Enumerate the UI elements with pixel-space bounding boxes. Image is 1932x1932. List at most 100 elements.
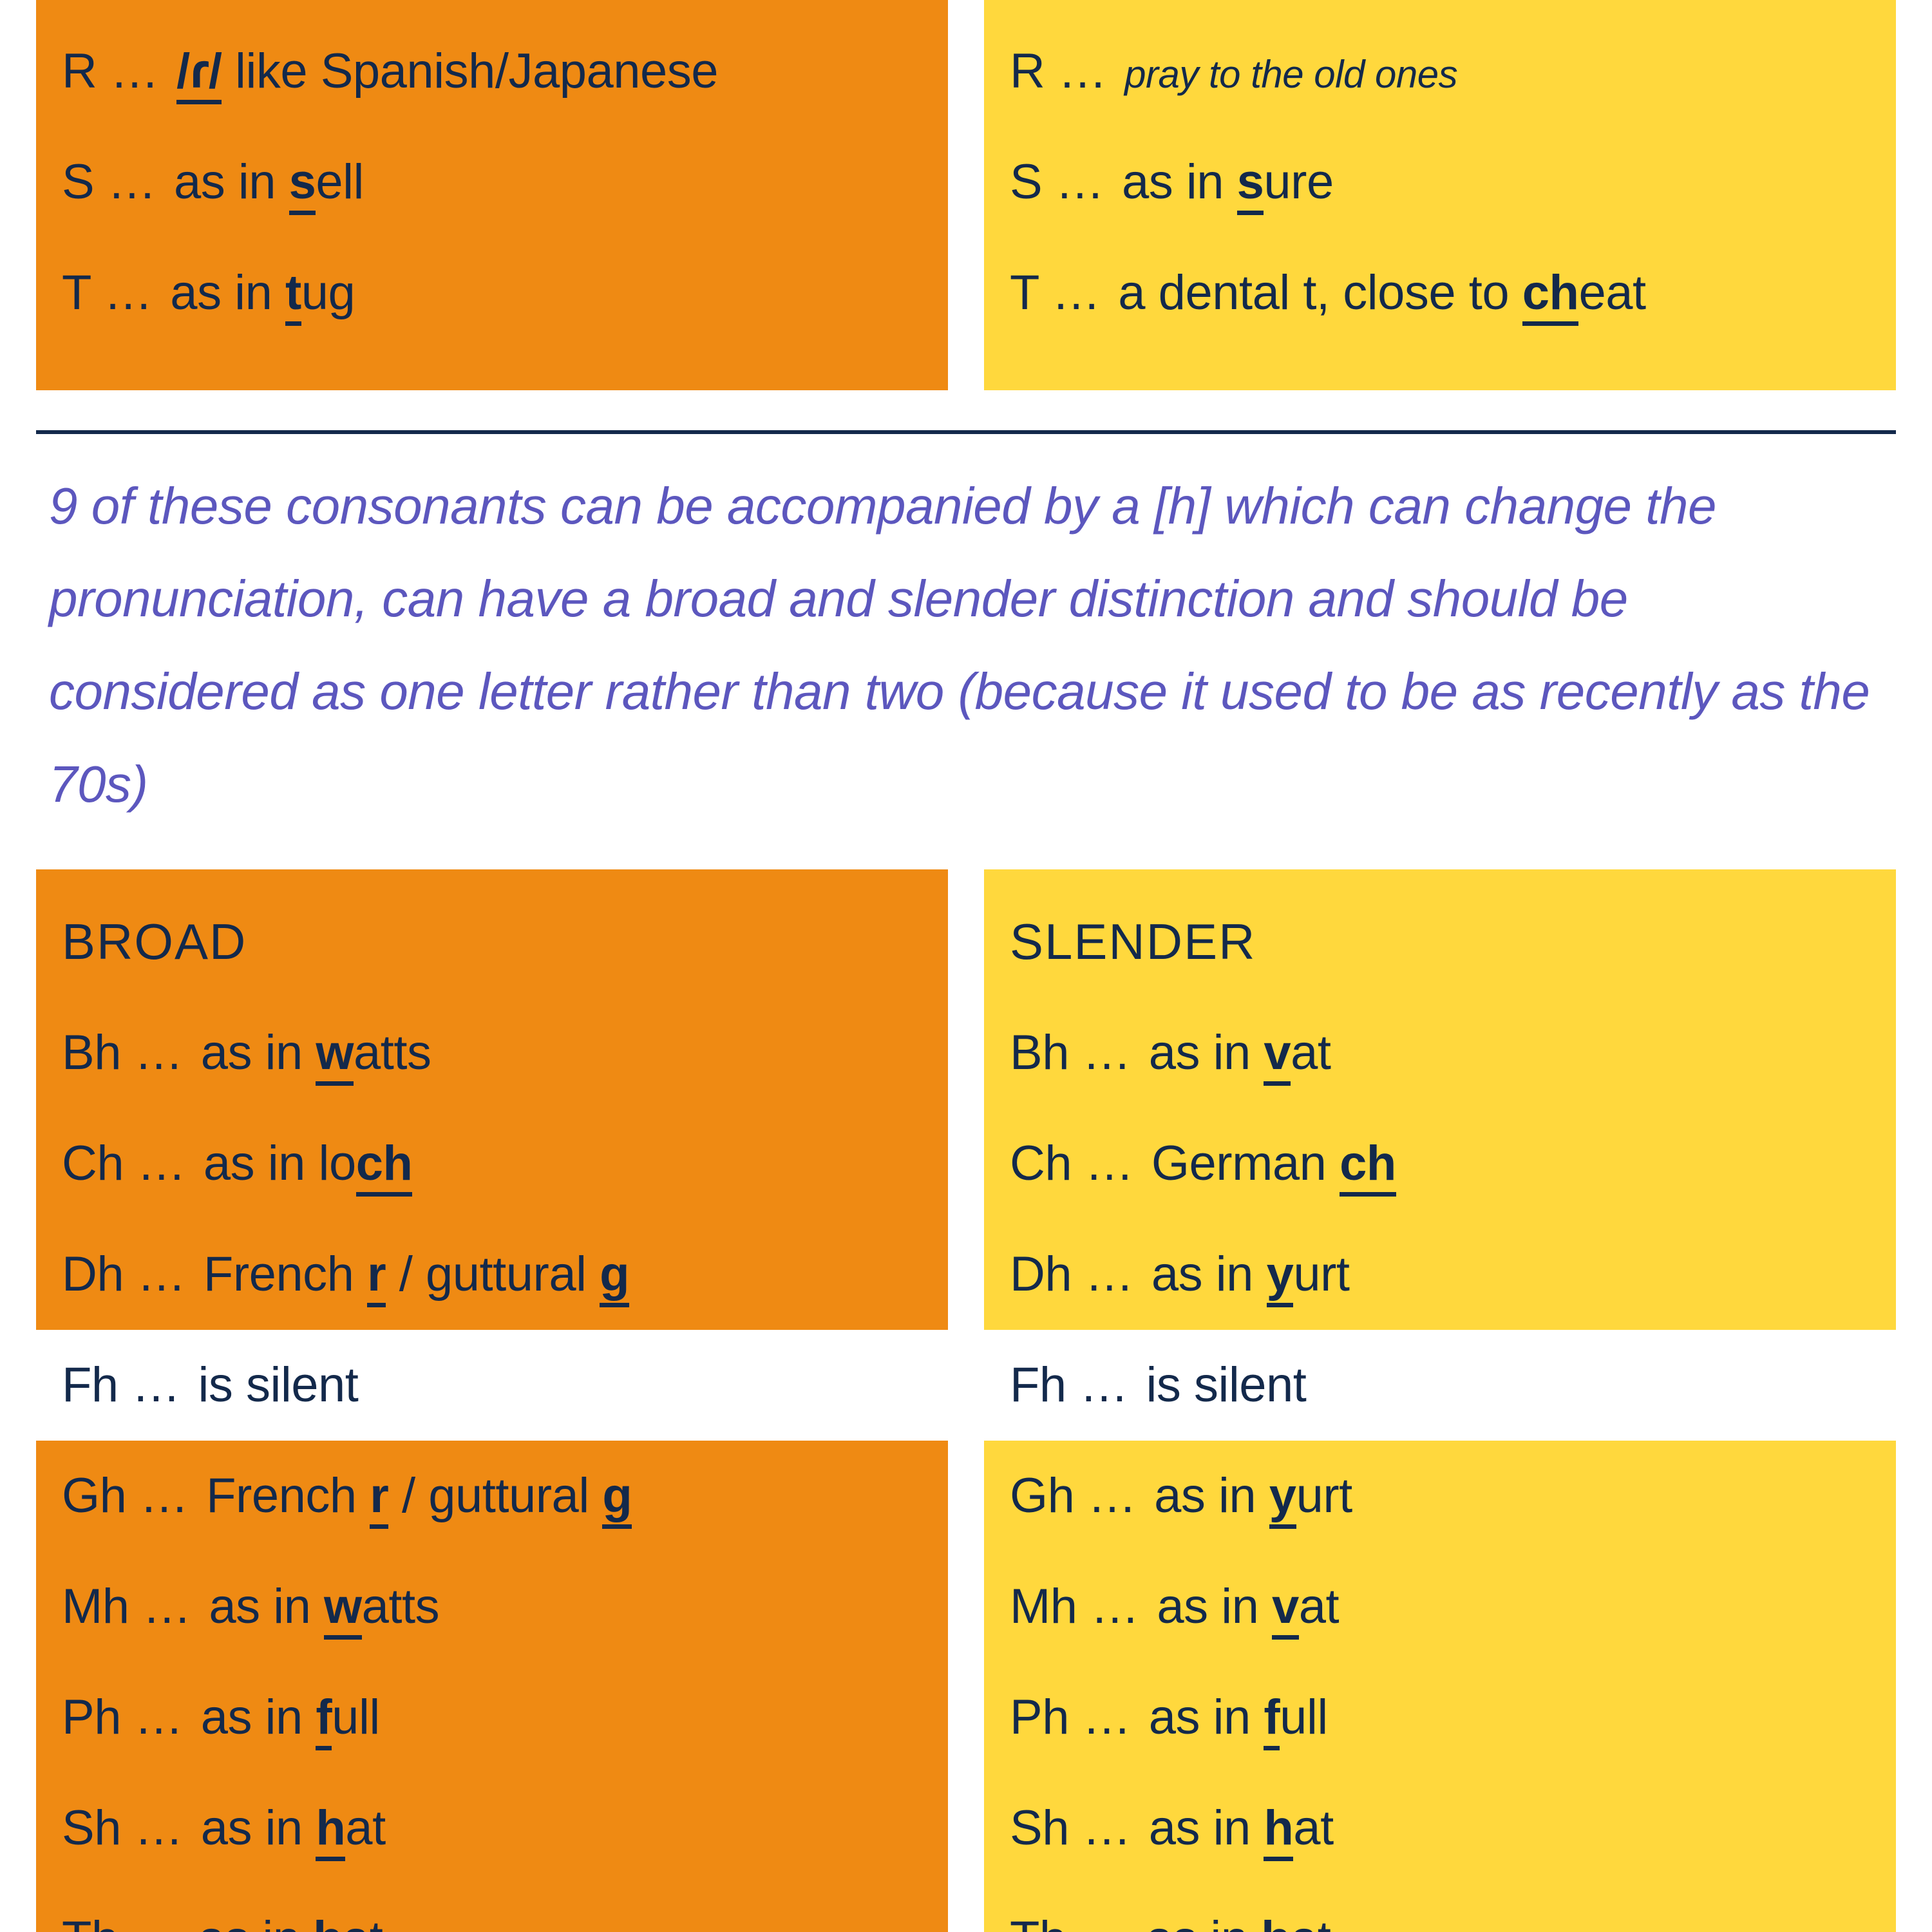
note-paragraph: 9 of these consonants can be accompanied… <box>49 460 1883 831</box>
pronunciation-row: Th … as in hat <box>1010 1884 1870 1932</box>
row-part: like Spanish/Japanese <box>222 44 718 99</box>
row-part: r <box>367 1247 386 1307</box>
row-part: at <box>1293 1801 1333 1855</box>
row-lead: Mh <box>1010 1579 1090 1634</box>
column-header: SLENDER <box>1010 886 1870 998</box>
row-lead: Ph <box>62 1690 135 1745</box>
row-part: g <box>600 1247 629 1307</box>
row-part: atts <box>354 1025 431 1080</box>
row-part: as in <box>1157 1579 1272 1634</box>
column-header: BROAD <box>62 886 922 998</box>
row-part: s <box>289 155 316 215</box>
row-lead: T <box>1010 265 1052 320</box>
ellipsis: … <box>1083 1801 1149 1855</box>
row-lead: S <box>62 155 108 209</box>
ellipsis: … <box>135 1690 201 1745</box>
row-lead: Bh <box>1010 1025 1083 1080</box>
ellipsis: … <box>131 1358 198 1412</box>
row-part: at <box>343 1911 383 1932</box>
ellipsis: … <box>137 1247 204 1302</box>
pronunciation-row: Ch … German ch <box>1010 1108 1870 1219</box>
row-part: French <box>206 1468 370 1523</box>
top-broad-column: R … /ɾ/ like Spanish/JapaneseS … as in s… <box>36 0 948 390</box>
row-part: as in <box>1149 1801 1264 1855</box>
pronunciation-row: Gh … French r / guttural g <box>62 1441 922 1551</box>
row-part: f <box>1264 1690 1280 1750</box>
row-part: as in <box>1149 1690 1264 1745</box>
row-lead: Ph <box>1010 1690 1083 1745</box>
row-lead: Sh <box>62 1801 135 1855</box>
pronunciation-row: Bh … as in vat <box>1010 998 1870 1108</box>
row-part: at <box>1291 1911 1331 1932</box>
ellipsis: … <box>140 1468 206 1523</box>
row-lead: Dh <box>1010 1247 1085 1302</box>
ellipsis: … <box>1083 1025 1149 1080</box>
row-lead: Fh <box>1010 1358 1079 1412</box>
row-part: at <box>1299 1579 1339 1634</box>
pronunciation-row: Ph … as in full <box>1010 1662 1870 1773</box>
row-lead: Th <box>1010 1911 1079 1932</box>
ellipsis: … <box>1079 1911 1146 1932</box>
row-part: as in <box>201 1025 316 1080</box>
ellipsis: … <box>1088 1468 1154 1523</box>
pronunciation-row: S … as in sure <box>1010 127 1870 238</box>
bottom-slender-column: SLENDERBh … as in vatCh … German chDh … … <box>984 869 1896 1932</box>
row-part: v <box>1264 1025 1291 1086</box>
ellipsis: … <box>1052 265 1118 320</box>
pronunciation-row: Ph … as in full <box>62 1662 922 1773</box>
row-lead: Bh <box>62 1025 135 1080</box>
row-part: German <box>1151 1136 1340 1191</box>
ellipsis: … <box>1058 44 1124 99</box>
row-part: w <box>324 1579 362 1640</box>
row-part: ug <box>301 265 355 320</box>
pronunciation-row: Fh … is silent <box>36 1330 948 1441</box>
row-part: a dental t, close to <box>1118 265 1522 320</box>
row-lead: Gh <box>1010 1468 1088 1523</box>
ellipsis: … <box>137 1136 204 1191</box>
row-part: v <box>1272 1579 1299 1640</box>
row-part: ch <box>356 1136 413 1197</box>
row-part: as in <box>1154 1468 1269 1523</box>
row-part: as in <box>1149 1025 1264 1080</box>
row-part: g <box>602 1468 632 1529</box>
row-part: as in lo <box>204 1136 356 1191</box>
row-part: as in <box>1146 1911 1261 1932</box>
row-part: h <box>316 1801 345 1861</box>
row-part: as in <box>198 1911 313 1932</box>
row-part: is silent <box>198 1358 358 1412</box>
row-part: urt <box>1293 1247 1349 1302</box>
pronunciation-row: Ch … as in loch <box>62 1108 922 1219</box>
row-part: t <box>285 265 301 326</box>
row-part: s <box>1237 155 1264 215</box>
ellipsis: … <box>131 1911 198 1932</box>
pronunciation-row: Sh … as in hat <box>1010 1773 1870 1884</box>
row-part: w <box>316 1025 354 1086</box>
top-columns: R … /ɾ/ like Spanish/Japanese S … as in s… <box>36 0 1896 390</box>
pronunciation-row: Fh … is silent <box>984 1330 1896 1441</box>
ellipsis: … <box>1079 1358 1146 1412</box>
pronunciation-row: Mh … as in vat <box>1010 1551 1870 1662</box>
row-lead: R <box>62 44 110 99</box>
pronunciation-row: Th … as in hat <box>62 1884 922 1932</box>
row-part: h <box>1261 1911 1291 1932</box>
pronunciation-row: Dh … French r / guttural g <box>62 1219 922 1330</box>
pronunciation-row: R … /ɾ/ like Spanish/Japanese <box>62 16 922 127</box>
row-lead: Sh <box>1010 1801 1083 1855</box>
row-lead: Ch <box>1010 1136 1085 1191</box>
bottom-columns: BROADBh … as in wattsCh … as in lochDh …… <box>36 869 1896 1932</box>
row-part: h <box>1264 1801 1293 1861</box>
row-part: r <box>370 1468 388 1529</box>
row-part: y <box>1267 1247 1294 1307</box>
ellipsis: … <box>135 1801 201 1855</box>
row-lead: Fh <box>62 1358 131 1412</box>
pronunciation-row: T … as in tug <box>62 238 922 348</box>
row-part: / guttural <box>388 1468 602 1523</box>
ellipsis: … <box>104 265 170 320</box>
row-part: y <box>1269 1468 1296 1529</box>
row-part: f <box>316 1690 332 1750</box>
row-part: atts <box>362 1579 440 1634</box>
row-lead: R <box>1010 44 1058 99</box>
row-lead: Th <box>62 1911 131 1932</box>
row-lead: Gh <box>62 1468 140 1523</box>
ellipsis: … <box>108 155 174 209</box>
